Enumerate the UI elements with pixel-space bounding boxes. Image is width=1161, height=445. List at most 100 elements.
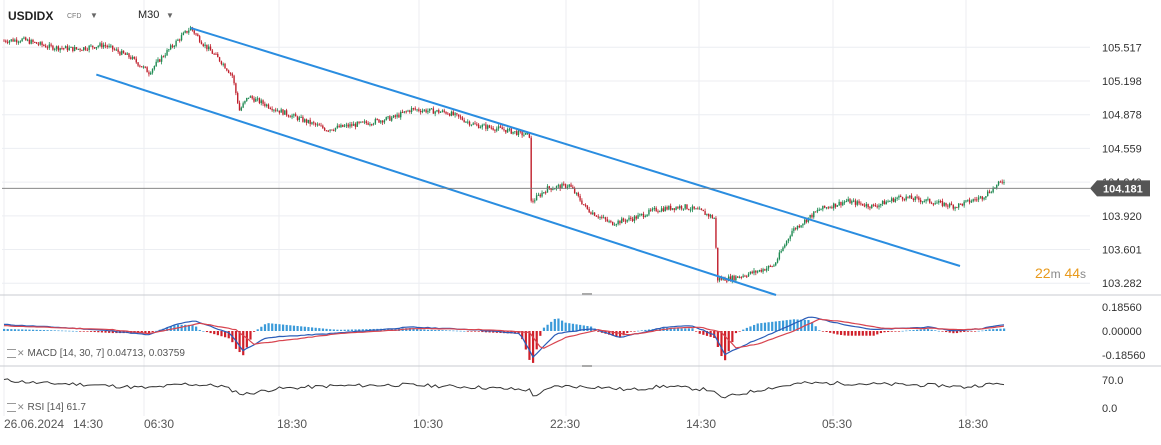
candle-body [820,209,822,211]
candle-body [947,205,949,207]
candle-body [642,213,645,218]
candle-body [970,201,973,203]
candle-body [814,211,817,213]
macd-histogram-bar [673,328,676,331]
candle-body [37,43,40,45]
candle-body [836,205,839,207]
candle-body [776,259,779,263]
candle-body [465,121,467,123]
candle-body [804,219,806,224]
macd-histogram-bar [147,331,151,334]
macd-histogram-bar [1003,328,1006,331]
macd-histogram-bar [42,330,46,331]
candle-body [432,108,435,114]
candle-body [333,130,335,132]
candle-body [811,214,813,218]
candle-body [503,129,505,131]
macd-histogram-bar [981,330,984,332]
macd-histogram-bar [408,328,411,331]
candle-body [733,275,735,281]
macd-histogram-bar [868,331,872,336]
candle-body [688,209,690,211]
macd-histogram-bar [191,324,194,331]
timeframe-selector[interactable]: M30 [138,9,160,21]
macd-histogram-bar [50,330,53,331]
macd-histogram-bar [767,322,770,331]
candle-body [910,195,913,199]
macd-histogram-bar [571,323,575,331]
macd-histogram-bar [361,329,364,331]
macd-histogram-bar [839,331,843,335]
candle-body [604,217,607,220]
indicator-settings-icon[interactable] [7,348,16,358]
close-icon[interactable]: ✕ [17,402,25,412]
candle-body [374,119,377,124]
candle-body [548,186,550,189]
macd-histogram-bar [691,328,694,331]
candle-body [986,191,989,197]
channel-lower-line[interactable] [96,73,777,296]
macd-histogram-bar [731,331,734,343]
price-axis-tick: 104.559 [1102,143,1142,155]
indicator-settings-icon[interactable] [7,402,16,412]
candle-body [298,117,300,120]
candle-body [679,206,681,209]
candle-body [423,109,425,111]
candle-body [934,203,936,205]
candle-body [334,127,337,131]
candle-body [119,51,121,55]
macd-histogram-bar [908,330,911,331]
current-price-label: 104.181 [1103,183,1143,195]
candle-body [525,132,527,135]
candle-body [543,192,545,194]
candle-body [927,198,929,200]
symbol-name[interactable]: USDIDX [8,9,54,23]
candle-body [669,205,672,210]
candle-body [213,53,215,55]
macd-histogram-bar [542,327,546,331]
candle-body [419,110,422,113]
candle-body [470,124,473,126]
candle-body [664,207,666,212]
candle-body [715,218,717,248]
macd-histogram-bar [647,329,651,331]
macd-histogram-bar [350,329,354,331]
macd-histogram-bar [818,330,821,331]
symbol-dropdown-icon[interactable]: ▼ [90,11,98,20]
candle-body [238,102,241,111]
resize-handle[interactable] [582,365,592,367]
candle-body [521,131,523,136]
macd-histogram-bar [97,331,100,333]
candle-body [586,205,589,210]
candle-body [458,114,460,117]
candle-body [19,41,22,43]
resize-handle[interactable] [582,293,592,295]
candle-body [794,228,797,230]
macd-histogram-bar [676,328,680,331]
candle-body [177,39,179,41]
macd-histogram-bar [716,331,719,347]
candle-body [168,49,170,51]
candle-body [948,203,951,207]
price-axis-tick: 104.878 [1102,110,1142,122]
candle-body [461,117,464,120]
candle-body [481,124,483,128]
candle-body [831,207,833,209]
timeframe-dropdown-icon[interactable]: ▼ [166,11,174,20]
macd-label: ✕ MACD [14, 30, 7] 0.04713, 0.03759 [7,348,185,359]
channel-upper-line[interactable] [190,26,961,267]
macd-histogram-bar [82,331,85,332]
macd-histogram-bar [781,320,785,331]
candle-body [389,116,391,121]
candle-body [847,199,849,202]
candle-body [179,39,181,41]
candle-body [956,207,958,209]
close-icon[interactable]: ✕ [17,348,25,358]
macd-histogram-bar [832,331,835,334]
candle-body [57,46,60,51]
macd-histogram-bar [861,331,864,336]
macd-histogram-bar [285,324,288,331]
candle-body [648,209,650,215]
